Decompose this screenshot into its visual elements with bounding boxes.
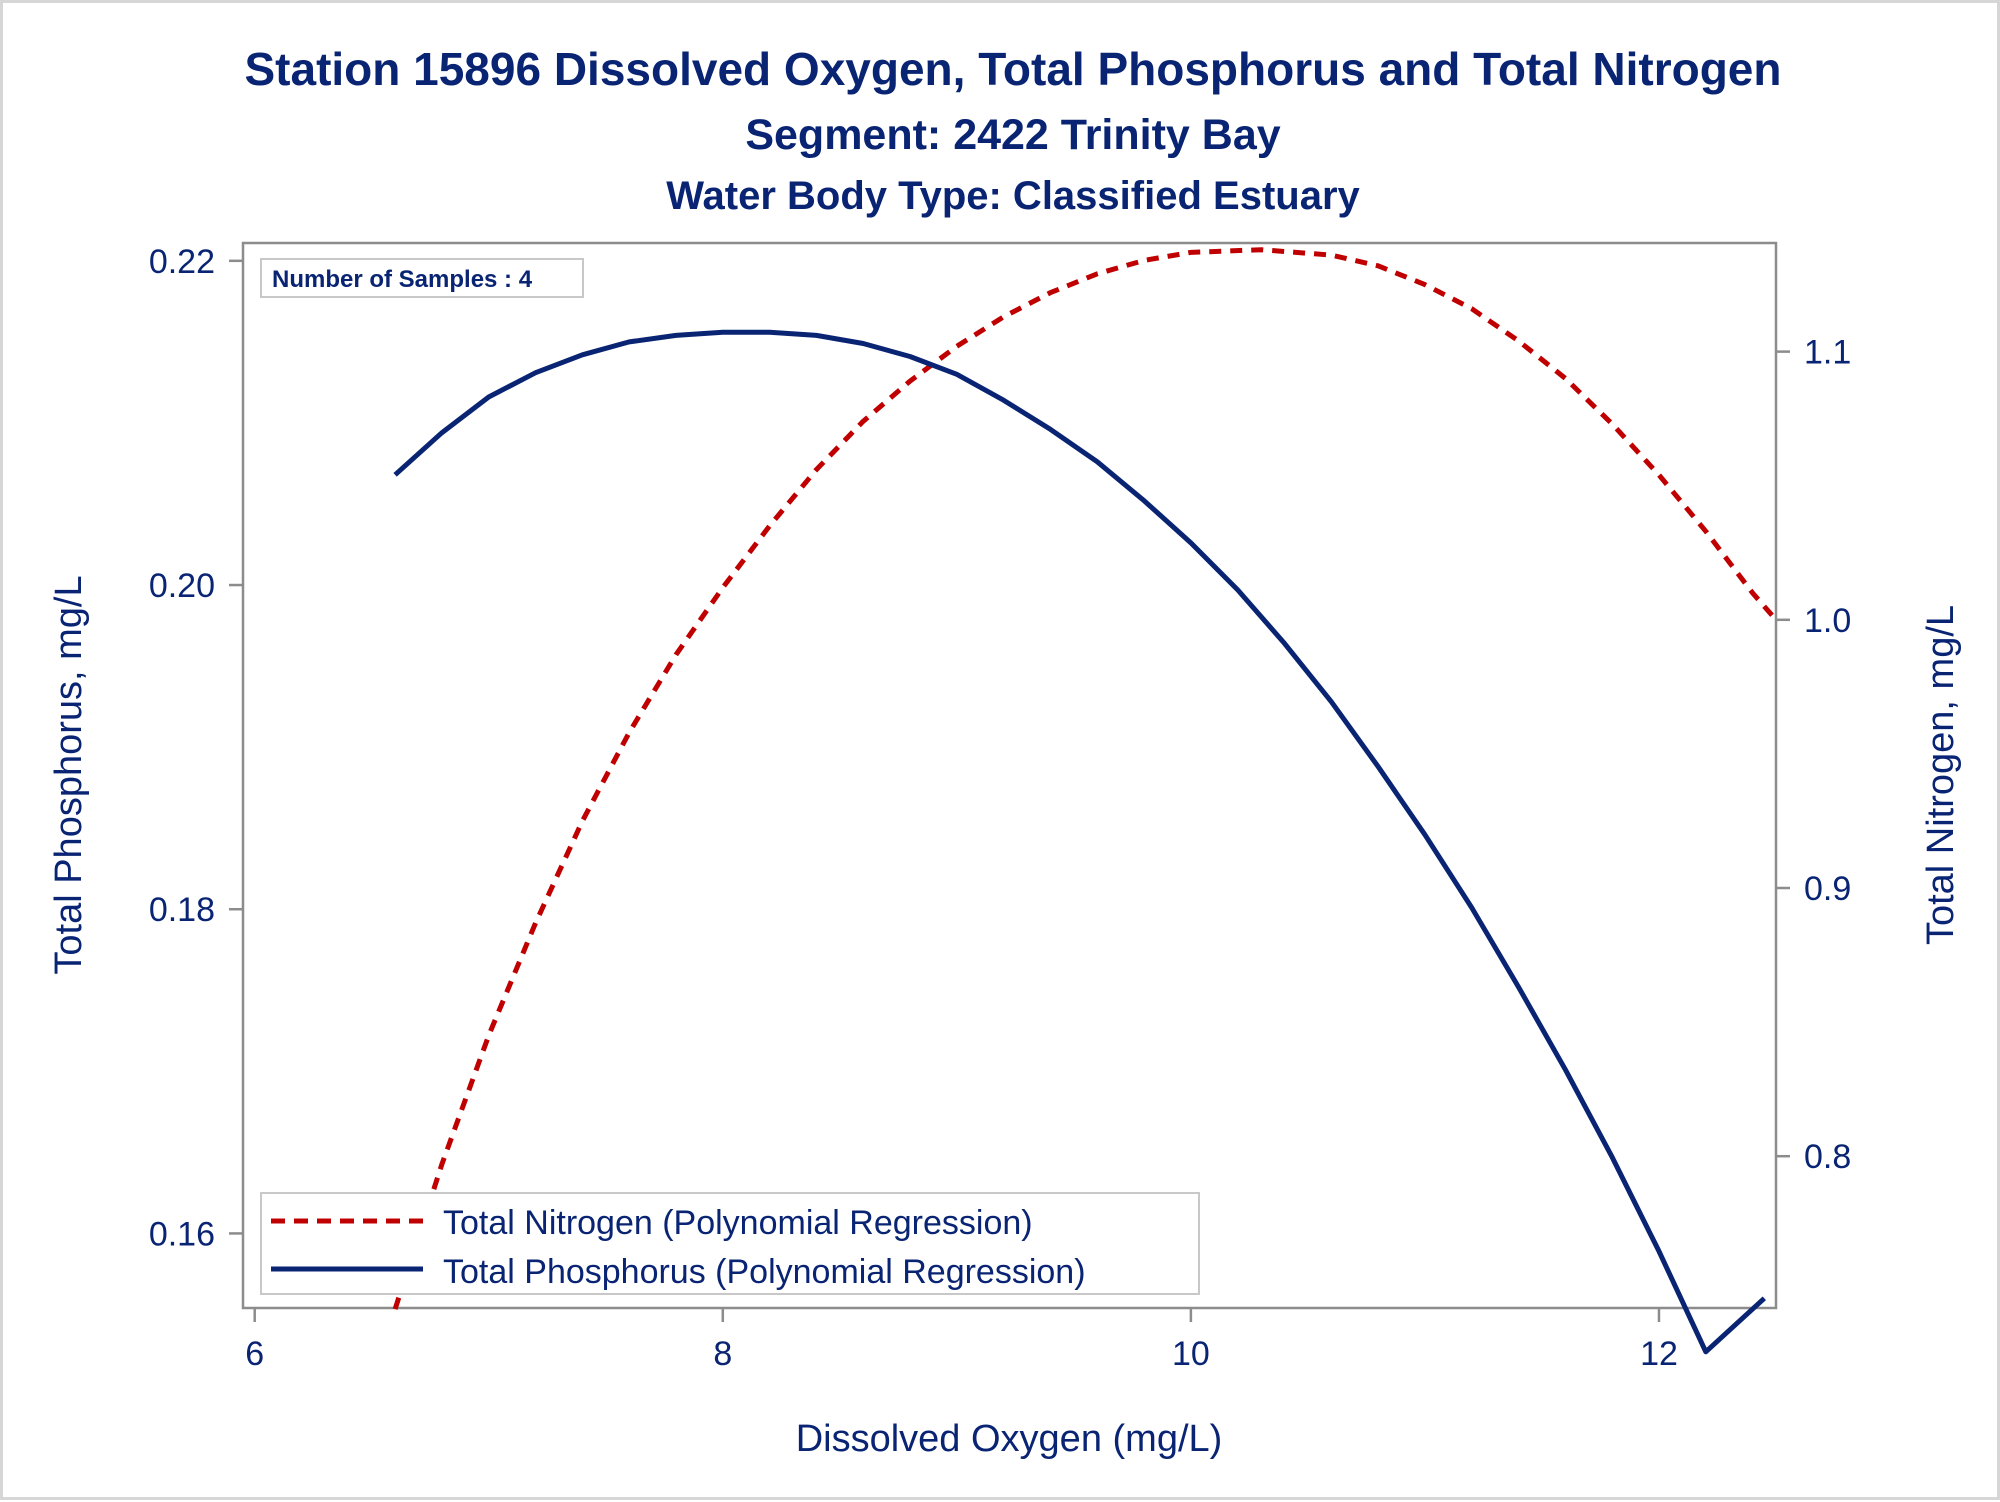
chart-subtitle-segment: Segment: 2422 Trinity Bay <box>745 111 1280 159</box>
series-nitrogen-line <box>392 247 1778 1310</box>
legend-box <box>260 1192 1200 1295</box>
y2-tick-label: 1.0 <box>1804 602 1851 640</box>
legend: Total Nitrogen (Polynomial Regression) T… <box>260 1192 1200 1295</box>
legend-label-nitrogen: Total Nitrogen (Polynomial Regression) <box>443 1204 1033 1242</box>
y-tick-label: 0.22 <box>149 243 215 281</box>
sample-count-box <box>260 258 584 298</box>
x-axis-ticks: 6 8 10 12 <box>245 1308 1678 1373</box>
legend-label-phosphorus: Total Phosphorus (Polynomial Regression) <box>443 1253 1086 1291</box>
chart-svg: Station 15896 Dissolved Oxygen, Total Ph… <box>48 43 1962 1460</box>
y-tick-label: 0.20 <box>149 567 215 605</box>
sample-count-label: Number of Samples : 4 <box>272 266 533 293</box>
x-axis-label: Dissolved Oxygen (mg/L) <box>796 1418 1223 1460</box>
series-layer <box>392 247 1778 1355</box>
y2-tick-label: 0.9 <box>1804 870 1851 908</box>
y2-tick-label: 0.8 <box>1804 1138 1851 1176</box>
x-tick-label: 10 <box>1172 1335 1210 1373</box>
x-tick-label: 8 <box>713 1335 732 1373</box>
series-phosphorus-line <box>393 329 1766 1355</box>
y-axis-ticks: 0.16 0.18 0.20 0.22 <box>149 243 243 1253</box>
x-tick-label: 12 <box>1640 1335 1678 1373</box>
y-axis-label: Total Phosphorus, mg/L <box>48 575 90 974</box>
plot-area <box>241 241 1778 1310</box>
y2-axis-ticks: 0.8 0.9 1.0 1.1 <box>1776 334 1851 1176</box>
y-tick-label: 0.16 <box>149 1215 215 1253</box>
chart-subtitle-waterbody: Water Body Type: Classified Estuary <box>666 174 1360 218</box>
y-tick-label: 0.18 <box>149 891 215 929</box>
y2-axis-label: Total Nitrogen, mg/L <box>1920 605 1962 945</box>
chart-title: Station 15896 Dissolved Oxygen, Total Ph… <box>244 43 1781 95</box>
x-tick-label: 6 <box>245 1335 264 1373</box>
y2-tick-label: 1.1 <box>1804 334 1851 372</box>
